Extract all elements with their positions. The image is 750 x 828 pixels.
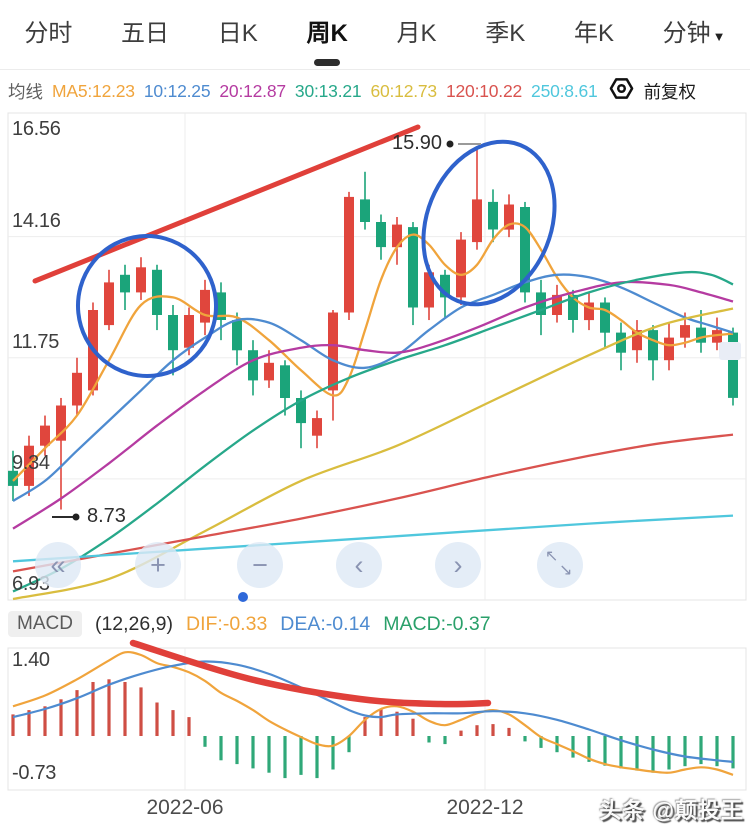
macd-indicator-bar: MACD (12,26,9) DIF:-0.33 DEA:-0.14 MACD:-0…	[8, 608, 491, 640]
high-price-marker: 15.90	[392, 132, 443, 154]
ma-value: 120:10.22	[445, 80, 523, 101]
ma-value: 30:13.21	[294, 80, 362, 101]
tab-label: 分钟 ▼	[662, 20, 726, 47]
tab-five-day[interactable]: 五日	[121, 6, 169, 66]
price-tick-label: 14.16	[12, 209, 61, 232]
tab-label: 月K	[396, 20, 437, 47]
tab-weekly-k[interactable]: 周K	[306, 6, 348, 66]
ma-value: 60:12.73	[370, 80, 437, 101]
macd-values: DIF:-0.33 DEA:-0.14 MACD:-0.37	[186, 613, 491, 636]
ma-value: 10:12.25	[143, 80, 211, 101]
ma-values: MA5:12.23 10:12.25 20:12.87 30:13.21 60:12.7…	[52, 81, 598, 102]
tab-monthly-k[interactable]: 月K	[397, 6, 437, 66]
macd-tick-label: -0.73	[12, 762, 57, 784]
zoom-out-icon: −	[252, 549, 268, 580]
ma-bar-title: 均线	[8, 81, 43, 102]
macd-value: MACD:-0.37	[383, 612, 491, 635]
tab-label: 周K	[306, 20, 348, 47]
pan-right-button[interactable]: ›	[435, 542, 481, 588]
tab-daily-k[interactable]: 日K	[218, 6, 258, 66]
time-axis-label: 2022-12	[446, 796, 524, 819]
divider	[0, 69, 750, 70]
tab-yearly-k[interactable]: 年K	[574, 6, 614, 66]
macd-value: DIF:-0.33	[186, 612, 268, 635]
zoom-in-button[interactable]: +	[135, 542, 181, 588]
zoom-in-icon: +	[150, 549, 166, 580]
macd-indicator-chip[interactable]: MACD	[8, 611, 82, 637]
tab-label: 年K	[573, 20, 614, 47]
fast-backward-icon: «	[50, 549, 66, 580]
tab-time-sharing[interactable]: 分时	[24, 6, 72, 66]
tab-label: 季K	[485, 20, 526, 47]
period-tab-bar: 分时 五日 日K 周K 月K 季K 年K 分钟 ▼	[0, 6, 750, 68]
page-indicator-dot	[238, 592, 248, 602]
low-price-marker: 8.73	[87, 505, 126, 527]
expand-icon: ↘	[559, 562, 573, 579]
macd-value: DEA:-0.14	[280, 612, 371, 635]
forward-adjust-toggle[interactable]: 前复权	[643, 81, 697, 102]
expand-icon: ↖	[545, 548, 559, 565]
zoom-out-button[interactable]: −	[237, 542, 283, 588]
pan-left-icon: ‹	[354, 549, 364, 580]
time-axis-label: 2022-06	[146, 796, 224, 819]
ma-indicator-bar: 均线 MA5:12.23 10:12.25 20:12.87 30:13.21 60:1…	[8, 73, 748, 109]
tab-quarterly-k[interactable]: 季K	[485, 6, 525, 66]
price-tick-label: 16.56	[12, 118, 61, 140]
fullscreen-button[interactable]: ↖ ↘	[537, 542, 583, 588]
chevron-down-icon: ▼	[712, 29, 726, 44]
fast-backward-button[interactable]: «	[35, 542, 81, 588]
tab-label: 分时	[24, 20, 73, 47]
watermark: 头条 @颠投王	[599, 798, 744, 823]
macd-tick-label: 1.40	[12, 649, 50, 671]
active-tab-indicator	[314, 59, 341, 66]
ma-value: 250:8.61	[531, 80, 598, 101]
price-tick-label: 11.75	[12, 330, 60, 353]
tab-label: 五日	[121, 20, 170, 47]
settings-icon[interactable]	[609, 76, 634, 106]
ma-value: MA5:12.23	[52, 80, 135, 101]
pan-right-icon: ›	[453, 549, 463, 580]
tab-minute-dropdown[interactable]: 分钟 ▼	[663, 6, 726, 69]
tab-label: 日K	[217, 20, 258, 47]
price-tick-label: 9.34	[12, 451, 50, 474]
macd-params: (12,26,9)	[94, 612, 174, 635]
pan-left-button[interactable]: ‹	[336, 542, 382, 588]
ma-value: 20:12.87	[219, 80, 286, 101]
scroll-handle[interactable]	[719, 342, 741, 360]
